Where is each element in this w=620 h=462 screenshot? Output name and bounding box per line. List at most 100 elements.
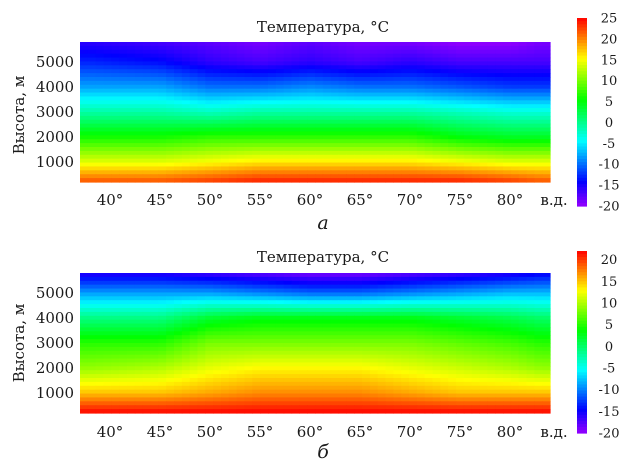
heatmap-cell xyxy=(158,280,167,286)
heatmap-cell xyxy=(166,158,175,164)
heatmap-cell xyxy=(174,339,183,344)
heatmap-cell xyxy=(150,53,159,59)
heatmap-cell xyxy=(401,42,410,47)
heatmap-cell xyxy=(440,135,449,140)
heatmap-cell xyxy=(409,378,418,383)
heatmap-cell xyxy=(221,96,230,101)
x-tick-labels: 40° 45° 50° 55° 60° 65° 70° 75° 80° xyxy=(97,191,524,209)
heatmap-cell xyxy=(401,80,410,86)
heatmap-cell xyxy=(487,92,496,98)
heatmap-cell xyxy=(142,135,152,140)
heatmap-cell xyxy=(440,393,449,399)
heatmap-cell xyxy=(534,273,543,278)
heatmap-cell xyxy=(409,135,418,140)
heatmap-cell xyxy=(354,88,363,94)
heatmap-cell xyxy=(275,119,285,125)
heatmap-cell xyxy=(299,84,308,90)
heatmap-cell xyxy=(134,343,144,348)
heatmap-cell xyxy=(275,143,285,148)
heatmap-cell xyxy=(503,112,512,117)
heatmap-cell xyxy=(197,162,206,168)
heatmap-cell xyxy=(456,346,465,352)
heatmap-cell xyxy=(111,311,120,317)
colorbar-segment xyxy=(577,426,587,431)
heatmap-cell xyxy=(377,393,387,399)
heatmap-cell xyxy=(346,409,355,414)
heatmap-cell xyxy=(346,61,355,66)
heatmap-cell xyxy=(150,370,159,375)
heatmap-cell xyxy=(213,346,222,352)
heatmap-cell xyxy=(134,84,144,90)
heatmap-cell xyxy=(291,409,300,414)
heatmap-cell xyxy=(377,69,387,74)
heatmap-cell xyxy=(510,77,520,82)
heatmap-cell xyxy=(158,311,167,317)
heatmap-cell xyxy=(119,45,128,51)
heatmap-cell xyxy=(401,327,410,332)
heatmap-cell xyxy=(495,311,504,317)
heatmap-cell xyxy=(299,135,308,140)
heatmap-cell xyxy=(495,170,504,175)
heatmap-cell xyxy=(166,323,175,329)
heatmap-cell xyxy=(181,409,191,414)
heatmap-cell xyxy=(244,104,253,109)
heatmap-cell xyxy=(440,343,449,348)
heatmap-cell xyxy=(228,88,238,94)
y-tick-label: 3000 xyxy=(36,103,74,121)
heatmap-cell xyxy=(440,170,449,175)
heatmap-cell xyxy=(111,292,120,297)
heatmap-cell xyxy=(456,378,465,383)
heatmap-cell xyxy=(275,150,285,156)
heatmap-cell xyxy=(448,178,457,183)
heatmap-cell xyxy=(236,119,246,125)
heatmap-cell xyxy=(518,119,528,125)
heatmap-cell xyxy=(150,323,159,329)
heatmap-cell xyxy=(393,154,402,160)
heatmap-cell xyxy=(213,92,222,98)
heatmap-cell xyxy=(471,100,481,105)
heatmap-cell xyxy=(534,178,543,183)
heatmap-cell xyxy=(369,45,379,51)
heatmap-cell xyxy=(134,166,144,171)
heatmap-cell xyxy=(448,366,457,371)
heatmap-cell xyxy=(315,73,324,78)
heatmap-cell xyxy=(479,378,488,383)
heatmap-cell xyxy=(174,343,183,348)
heatmap-cell xyxy=(228,42,238,47)
heatmap-cell xyxy=(510,139,520,144)
heatmap-cell xyxy=(440,378,449,383)
heatmap-cell xyxy=(346,104,355,109)
heatmap-cell xyxy=(205,374,214,379)
heatmap-cell xyxy=(346,119,355,125)
heatmap-cell xyxy=(244,139,253,144)
heatmap-cell xyxy=(377,311,387,317)
heatmap-cell xyxy=(228,405,238,410)
heatmap-cell xyxy=(354,370,363,375)
heatmap-cell xyxy=(268,73,277,78)
heatmap-cell xyxy=(542,304,551,309)
heatmap-cell xyxy=(424,150,434,156)
heatmap-cell xyxy=(166,354,175,360)
heatmap-cell xyxy=(228,350,238,356)
heatmap-cell xyxy=(440,123,449,129)
heatmap-cell xyxy=(510,370,520,375)
heatmap-cell xyxy=(495,100,504,105)
heatmap-cell xyxy=(385,323,394,329)
heatmap-cell xyxy=(87,112,97,117)
colorbar-segment xyxy=(577,263,587,267)
heatmap-cell xyxy=(103,409,112,414)
heatmap-cell xyxy=(424,381,434,387)
heatmap-cell xyxy=(307,280,316,286)
heatmap-cell xyxy=(307,350,316,356)
heatmap-cell xyxy=(127,115,136,121)
heatmap-cell xyxy=(111,96,120,101)
heatmap-cell xyxy=(495,112,504,117)
heatmap-cell xyxy=(542,350,551,356)
heatmap-cell xyxy=(197,346,206,352)
heatmap-cell xyxy=(142,96,152,101)
heatmap-cell xyxy=(487,292,496,297)
heatmap-cell xyxy=(205,397,214,402)
heatmap-cell xyxy=(134,323,144,329)
heatmap-cell xyxy=(80,84,89,90)
heatmap-cell xyxy=(401,166,410,171)
